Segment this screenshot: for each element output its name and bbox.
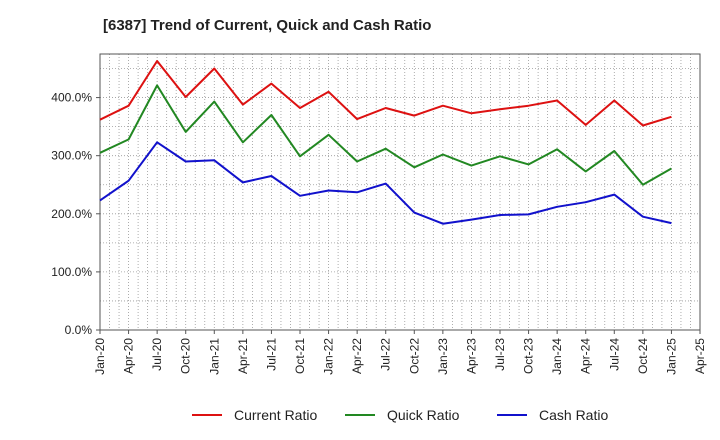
x-tick-label: Oct-21 <box>293 338 307 374</box>
y-tick-label: 300.0% <box>51 149 92 163</box>
x-tick-label: Jan-23 <box>436 338 450 375</box>
x-tick-label: Oct-24 <box>636 338 650 374</box>
x-tick-label: Jul-23 <box>493 338 507 371</box>
x-tick-label: Apr-25 <box>693 338 707 374</box>
x-tick-label: Apr-24 <box>579 338 593 374</box>
legend-label-quick-ratio: Quick Ratio <box>387 407 460 423</box>
x-axis-ticks: Jan-20 Apr-20 Jul-20 Oct-20 Jan-21 Apr-21 Jul-… <box>93 330 707 375</box>
series-line-quick-ratio <box>99 84 672 186</box>
x-tick-label: Jan-20 <box>93 338 107 375</box>
x-tick-label: Jul-21 <box>264 338 278 371</box>
plot-area-frame <box>99 53 701 331</box>
x-tick-label: Oct-20 <box>179 338 193 374</box>
x-tick-label: Apr-20 <box>122 338 136 374</box>
legend: Current Ratio Quick Ratio Cash Ratio <box>192 407 608 423</box>
x-tick-label: Jan-24 <box>550 338 564 375</box>
x-tick-label: Apr-21 <box>236 338 250 374</box>
y-tick-label: 200.0% <box>51 207 92 221</box>
x-tick-label: Oct-23 <box>522 338 536 374</box>
y-tick-label: 100.0% <box>51 265 92 279</box>
y-tick-label: 400.0% <box>51 91 92 105</box>
x-tick-label: Jan-25 <box>664 338 678 375</box>
series-line-cash-ratio <box>99 141 672 225</box>
grid-lines <box>100 54 700 330</box>
x-tick-label: Jan-21 <box>207 338 221 375</box>
x-tick-label: Jul-24 <box>607 338 621 371</box>
x-tick-label: Jul-20 <box>150 338 164 371</box>
x-tick-label: Jan-22 <box>322 338 336 375</box>
x-tick-label: Apr-22 <box>350 338 364 374</box>
x-tick-label: Apr-23 <box>464 338 478 374</box>
chart-title: [6387] Trend of Current, Quick and Cash … <box>103 17 431 34</box>
x-tick-label: Jul-22 <box>379 338 393 371</box>
legend-label-current-ratio: Current Ratio <box>234 407 317 423</box>
legend-label-cash-ratio: Cash Ratio <box>539 407 608 423</box>
y-axis-ticks: 0.0% 100.0% 200.0% 300.0% 400.0% <box>51 91 100 337</box>
series-lines <box>99 60 672 225</box>
y-tick-label: 0.0% <box>65 323 93 337</box>
series-line-current-ratio <box>99 60 672 127</box>
x-tick-label: Oct-22 <box>407 338 421 374</box>
